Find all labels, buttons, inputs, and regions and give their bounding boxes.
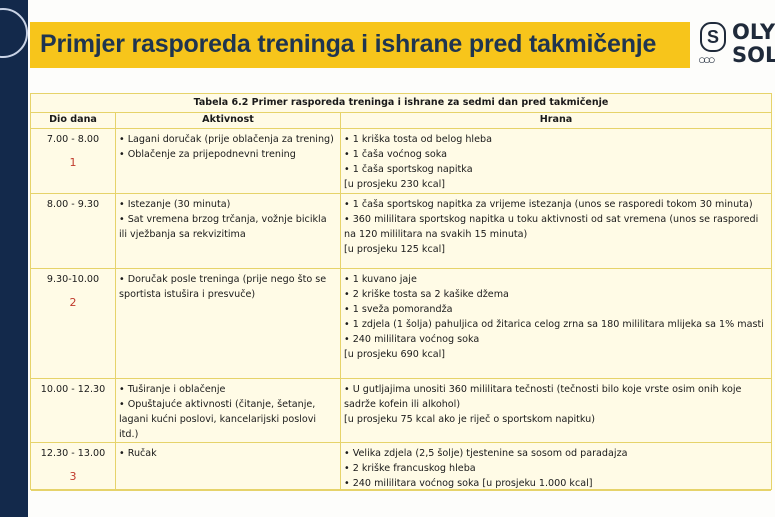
activity-item: • Oblačenje za prijepodnevni trening — [119, 149, 296, 160]
activity-cell: • Lagani doručak (prije oblačenja za tre… — [116, 129, 341, 193]
page-title: Primjer rasporeda treninga i ishrane pre… — [40, 30, 657, 58]
row-number: 1 — [69, 156, 77, 169]
food-cell: • 1 čaša sportskog napitka za vrijeme is… — [341, 194, 771, 268]
food-item: [u prosjeku 125 kcal] — [344, 244, 446, 255]
table-row: 10.00 - 12.30 • Tuširanje i oblačenje • Op… — [31, 379, 771, 443]
activity-item: • Doručak posle treninga (prije nego što… — [119, 274, 327, 300]
row-number: 3 — [69, 470, 77, 483]
table-row: 9.30-10.00 2 • Doručak posle treninga (pri… — [31, 269, 771, 379]
food-cell: • 1 kuvano jaje • 2 kriške tosta sa 2 kaš… — [341, 269, 771, 378]
time-cell: 10.00 - 12.30 — [31, 379, 116, 442]
food-item: • 240 mililitara voćnog soka [u prosjeku… — [344, 478, 593, 489]
food-item: [u prosjeku 230 kcal] — [344, 179, 446, 190]
table-row: 7.00 - 8.00 1 • Lagani doručak (prije obla… — [31, 129, 771, 194]
table-row: 8.00 - 9.30 • Istezanje (30 minuta) • Sat … — [31, 194, 771, 269]
food-item: • 1 kriška tosta od belog hleba — [344, 134, 492, 145]
food-cell: • Velika zdjela (2,5 šolje) tjestenine s… — [341, 443, 771, 490]
food-item: • 1 čaša sportskog napitka — [344, 164, 473, 175]
food-item: • U gutljajima unositi 360 mililitara te… — [344, 384, 742, 410]
activity-cell: • Tuširanje i oblačenje • Opuštajuće akti… — [116, 379, 341, 442]
schedule-table: Tabela 6.2 Primer rasporeda treninga i i… — [30, 93, 772, 491]
food-item: • 1 zdjela (1 šolja) pahuljica od žitari… — [344, 319, 764, 330]
table-row: 12.30 - 13.00 3 • Ručak • Velika zdjela (2,… — [31, 443, 771, 491]
time-label: 8.00 - 9.30 — [46, 199, 100, 210]
food-cell: • 1 kriška tosta od belog hleba • 1 čaša … — [341, 129, 771, 193]
table-header: Dio dana Aktivnost Hrana — [31, 112, 771, 129]
food-item: • 1 sveža pomorandža — [344, 304, 453, 315]
logo-text: SOLI — [732, 43, 775, 67]
food-item: • 2 kriške francuskog hleba — [344, 463, 476, 474]
logo-text: OLYM — [732, 20, 775, 44]
food-item: • 2 kriške tosta sa 2 kašike džema — [344, 289, 509, 300]
activity-cell: • Ručak — [116, 443, 341, 490]
title-banner: Primjer rasporeda treninga i ishrane pre… — [30, 22, 690, 68]
food-item: [u prosjeku 75 kcal ako je riječ o sport… — [344, 414, 595, 425]
activity-cell: • Istezanje (30 minuta) • Sat vremena brz… — [116, 194, 341, 268]
olympic-rings-icon: ○○○ — [698, 52, 715, 67]
food-item: • 1 čaša voćnog soka — [344, 149, 447, 160]
food-item: • 1 kuvano jaje — [344, 274, 417, 285]
col-header: Aktivnost — [116, 112, 341, 128]
activity-item: • Lagani doručak (prije oblačenja za tre… — [119, 134, 334, 145]
food-item: • 240 mililitara voćnog soka — [344, 334, 480, 345]
activity-item: • Tuširanje i oblačenje — [119, 384, 226, 395]
activity-item: • Opuštajuće aktivnosti (čitanje, šetanj… — [119, 399, 317, 440]
time-cell: 8.00 - 9.30 — [31, 194, 116, 268]
left-strip — [0, 0, 28, 517]
time-label: 12.30 - 13.00 — [40, 448, 106, 459]
row-number: 2 — [69, 296, 77, 309]
col-header: Dio dana — [31, 112, 116, 128]
activity-item: • Sat vremena brzog trčanja, vožnje bici… — [119, 214, 327, 240]
food-item: • 360 mililitara sportskog napitka u tok… — [344, 214, 759, 240]
activity-cell: • Doručak posle treninga (prije nego što… — [116, 269, 341, 378]
table-caption: Tabela 6.2 Primer rasporeda treninga i i… — [31, 94, 771, 113]
activity-item: • Ručak — [119, 448, 157, 459]
time-cell: 12.30 - 13.00 3 — [31, 443, 116, 490]
food-item: • 1 čaša sportskog napitka za vrijeme is… — [344, 199, 753, 210]
food-item: • Velika zdjela (2,5 šolje) tjestenine s… — [344, 448, 628, 459]
time-label: 9.30-10.00 — [46, 274, 100, 285]
logo-s-icon: S — [700, 22, 726, 52]
time-cell: 9.30-10.00 2 — [31, 269, 116, 378]
time-cell: 7.00 - 8.00 1 — [31, 129, 116, 193]
seal-logo — [0, 8, 28, 58]
food-item: [u prosjeku 690 kcal] — [344, 349, 446, 360]
col-header: Hrana — [539, 114, 573, 125]
activity-item: • Istezanje (30 minuta) — [119, 199, 231, 210]
time-label: 7.00 - 8.00 — [46, 134, 100, 145]
time-label: 10.00 - 12.30 — [40, 384, 106, 395]
food-cell: • U gutljajima unositi 360 mililitara te… — [341, 379, 771, 442]
